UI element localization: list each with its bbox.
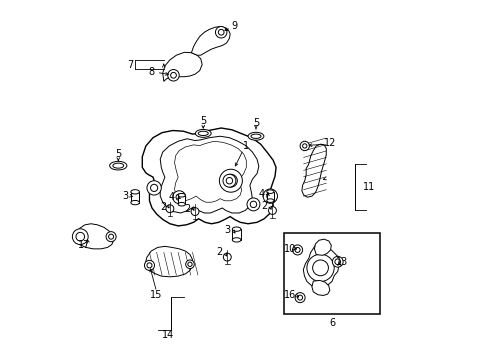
Text: 1: 1 xyxy=(243,141,249,151)
Circle shape xyxy=(147,263,152,268)
Bar xyxy=(232,229,241,240)
Circle shape xyxy=(108,234,113,239)
Circle shape xyxy=(187,262,192,266)
Bar xyxy=(266,192,273,201)
Ellipse shape xyxy=(232,227,241,231)
Polygon shape xyxy=(144,246,192,277)
Polygon shape xyxy=(314,239,330,255)
Text: 8: 8 xyxy=(148,67,154,77)
Text: 16: 16 xyxy=(284,291,296,301)
Ellipse shape xyxy=(266,199,273,202)
Text: 5: 5 xyxy=(252,118,259,128)
Circle shape xyxy=(250,201,256,208)
Circle shape xyxy=(297,295,302,300)
Circle shape xyxy=(300,141,309,150)
Circle shape xyxy=(246,198,260,211)
Circle shape xyxy=(219,169,242,192)
Ellipse shape xyxy=(131,201,139,205)
Ellipse shape xyxy=(250,134,261,138)
Ellipse shape xyxy=(178,202,185,206)
Ellipse shape xyxy=(266,190,273,193)
Ellipse shape xyxy=(232,238,241,242)
Circle shape xyxy=(106,231,116,242)
Text: 9: 9 xyxy=(231,21,237,31)
Text: 3: 3 xyxy=(122,191,128,201)
Text: 4: 4 xyxy=(169,192,175,202)
Text: 2: 2 xyxy=(261,201,267,211)
Circle shape xyxy=(302,144,306,148)
Circle shape xyxy=(165,205,174,213)
Circle shape xyxy=(167,69,179,81)
Text: 3: 3 xyxy=(224,225,230,235)
Circle shape xyxy=(306,254,333,282)
Circle shape xyxy=(215,27,226,38)
Circle shape xyxy=(191,208,199,216)
Circle shape xyxy=(312,260,328,276)
Ellipse shape xyxy=(195,130,211,137)
Circle shape xyxy=(266,193,273,200)
Circle shape xyxy=(334,259,340,265)
Ellipse shape xyxy=(113,163,123,168)
Text: 2: 2 xyxy=(160,202,166,212)
Circle shape xyxy=(170,72,176,78)
Polygon shape xyxy=(311,280,329,296)
Circle shape xyxy=(150,184,158,192)
Text: 10: 10 xyxy=(284,244,296,254)
Polygon shape xyxy=(191,27,230,55)
Text: 5: 5 xyxy=(200,116,206,126)
Circle shape xyxy=(72,229,88,244)
Circle shape xyxy=(263,189,277,203)
Polygon shape xyxy=(142,128,276,226)
Circle shape xyxy=(332,256,343,267)
Text: 7: 7 xyxy=(127,59,133,69)
Bar xyxy=(131,192,139,203)
Circle shape xyxy=(224,174,237,187)
Circle shape xyxy=(147,181,161,195)
Circle shape xyxy=(185,260,194,269)
Circle shape xyxy=(223,174,235,187)
Text: 2: 2 xyxy=(184,204,191,214)
Circle shape xyxy=(76,232,84,241)
Text: 5: 5 xyxy=(115,149,121,159)
Circle shape xyxy=(268,207,276,215)
Text: 6: 6 xyxy=(328,318,335,328)
Text: 4: 4 xyxy=(258,189,264,199)
Circle shape xyxy=(176,194,182,201)
Text: 17: 17 xyxy=(78,240,90,250)
Bar xyxy=(178,195,185,204)
Circle shape xyxy=(292,245,302,255)
Ellipse shape xyxy=(131,190,139,194)
Circle shape xyxy=(223,253,231,261)
Bar xyxy=(284,233,379,315)
Ellipse shape xyxy=(178,193,185,197)
Text: 11: 11 xyxy=(363,182,375,192)
Circle shape xyxy=(226,177,232,184)
Polygon shape xyxy=(163,52,202,81)
Ellipse shape xyxy=(247,132,264,140)
Circle shape xyxy=(144,260,154,270)
Circle shape xyxy=(172,191,185,204)
Text: 15: 15 xyxy=(150,291,163,301)
Polygon shape xyxy=(160,136,258,213)
Polygon shape xyxy=(174,141,246,202)
Polygon shape xyxy=(301,144,325,197)
Circle shape xyxy=(294,247,300,252)
Polygon shape xyxy=(75,224,113,249)
Text: 14: 14 xyxy=(162,330,174,340)
Text: 2: 2 xyxy=(216,247,222,257)
Polygon shape xyxy=(303,246,339,289)
Circle shape xyxy=(218,30,224,35)
Ellipse shape xyxy=(109,161,126,170)
Ellipse shape xyxy=(198,131,208,135)
Text: 13: 13 xyxy=(335,257,347,267)
Text: 12: 12 xyxy=(323,139,335,148)
Circle shape xyxy=(294,293,305,303)
